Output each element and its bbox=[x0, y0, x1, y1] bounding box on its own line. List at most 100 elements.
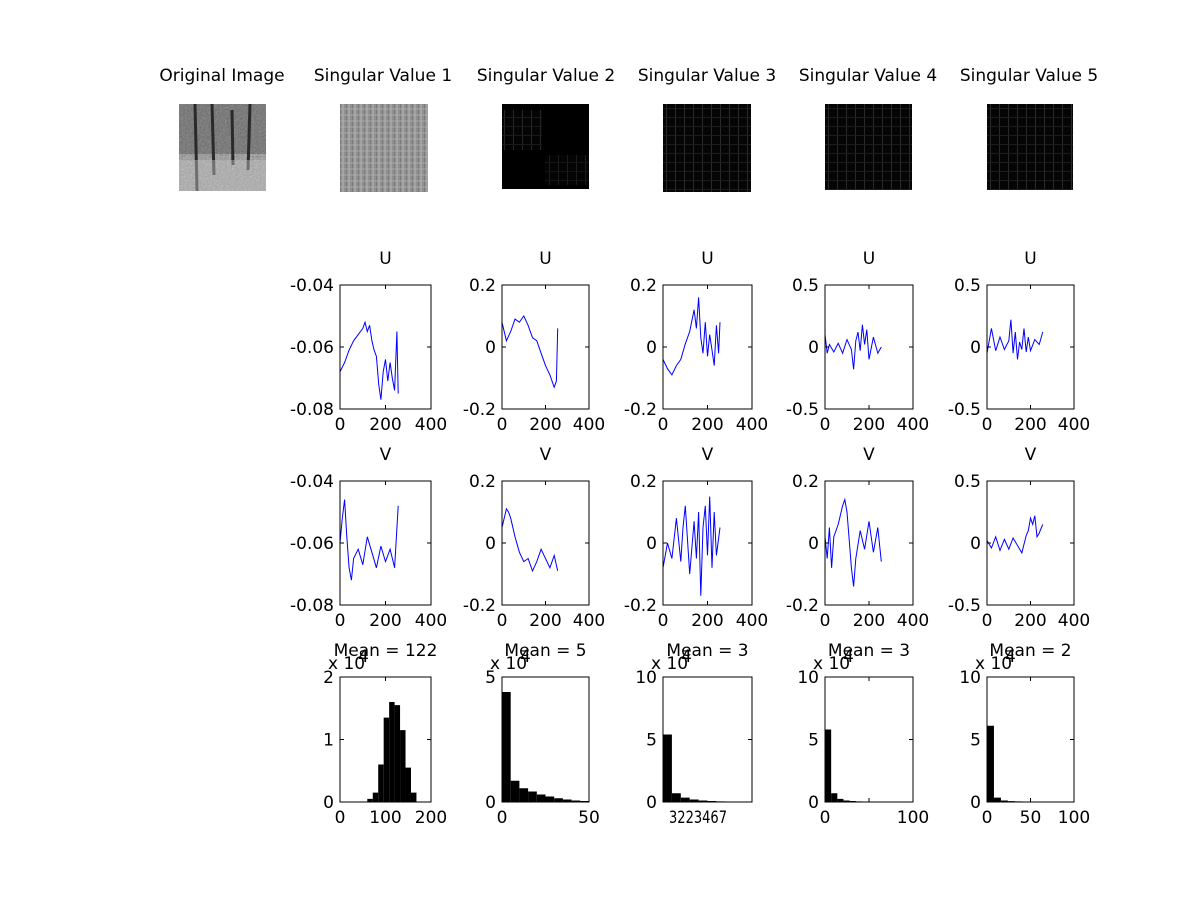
histogram-bar bbox=[562, 799, 572, 802]
chart-3: U-0.200.20 200 400 bbox=[624, 249, 768, 435]
exponent-label: x 10 bbox=[490, 654, 527, 674]
x-tick-label: 400 bbox=[573, 611, 605, 631]
image-title-sv5: Singular Value 5 bbox=[959, 66, 1099, 86]
x-tick-label: 0 bbox=[820, 415, 831, 435]
y-tick-label: 10 bbox=[959, 668, 981, 688]
series-line bbox=[824, 324, 882, 370]
histogram-bar bbox=[993, 797, 1001, 802]
chart-2: U-0.200.20 200 400 bbox=[463, 249, 605, 435]
x-tick-label: 400 bbox=[415, 415, 447, 435]
image-title-sv4: Singular Value 4 bbox=[798, 66, 938, 86]
series-line bbox=[339, 320, 399, 400]
series-line bbox=[501, 507, 559, 573]
histogram-bar bbox=[663, 734, 672, 802]
y-tick-label: 0.2 bbox=[630, 276, 657, 296]
x-tick-label: 200 bbox=[853, 415, 885, 435]
exponent-value: 4 bbox=[520, 647, 531, 667]
x-tick-label: 200 bbox=[415, 808, 447, 828]
x-tick-label: 0 bbox=[982, 415, 993, 435]
x-tick-label: 200 bbox=[529, 415, 561, 435]
image-singular-value-3 bbox=[663, 104, 751, 192]
histogram-bar bbox=[671, 793, 681, 802]
chart-4: U-0.500.50 200 400 bbox=[786, 249, 929, 435]
x-tick-label: 200 bbox=[529, 611, 561, 631]
axes-box bbox=[824, 284, 914, 410]
y-tick-label: 0 bbox=[646, 793, 657, 813]
axes-box bbox=[501, 284, 590, 410]
x-tick-label: 400 bbox=[736, 415, 768, 435]
x-tick-label: 400 bbox=[415, 611, 447, 631]
y-tick-label: 5 bbox=[646, 731, 657, 751]
image-singular-value-4 bbox=[825, 104, 912, 190]
chart-title: V bbox=[1025, 445, 1037, 465]
y-tick-label: 0 bbox=[485, 534, 496, 554]
chart-6: V -0.08 -0.06 -0.04 0 200 400 bbox=[290, 445, 447, 631]
chart-title: Mean = 122 bbox=[334, 641, 438, 661]
image-title-original: Original Image bbox=[159, 66, 285, 86]
x-tick-label: 400 bbox=[897, 415, 929, 435]
axes-box bbox=[339, 284, 432, 410]
chart-title: V bbox=[863, 445, 875, 465]
y-tick-label: 0 bbox=[970, 534, 981, 554]
y-tick-label: -0.2 bbox=[624, 596, 657, 616]
histogram-bar bbox=[510, 780, 520, 802]
chart-title: U bbox=[1024, 249, 1036, 269]
histogram-bar bbox=[372, 792, 379, 802]
y-tick-label: 0 bbox=[970, 793, 981, 813]
x-tick-label: 0 bbox=[335, 415, 346, 435]
image-title-sv3: Singular Value 3 bbox=[637, 66, 777, 86]
histogram-bar bbox=[554, 798, 563, 802]
chart-title: Mean = 2 bbox=[989, 641, 1071, 661]
x-tick-label: 100 bbox=[897, 808, 929, 828]
y-tick-label: -0.04 bbox=[290, 472, 334, 492]
x-tick-label: 0 bbox=[658, 611, 669, 631]
exponent-label: x 10 bbox=[813, 654, 850, 674]
x-tick-label: 0 bbox=[982, 808, 993, 828]
series-line bbox=[986, 515, 1044, 555]
x-tick-label: 0 bbox=[820, 611, 831, 631]
chart-8: V-0.200.20 200 400 bbox=[624, 445, 768, 631]
y-tick-label: 0 bbox=[808, 338, 819, 358]
histogram-bar bbox=[389, 702, 395, 802]
x-tick-label: 0 bbox=[335, 808, 346, 828]
chart-title: Mean = 3 bbox=[666, 641, 748, 661]
x-tick-label: 100 bbox=[369, 808, 401, 828]
image-singular-value-5 bbox=[987, 104, 1073, 190]
axes-box bbox=[986, 480, 1075, 606]
histogram-bar bbox=[698, 800, 708, 802]
y-tick-label: 0.2 bbox=[469, 472, 496, 492]
chart-title: V bbox=[540, 445, 552, 465]
axes-box bbox=[501, 480, 590, 606]
series-line bbox=[662, 297, 721, 376]
histogram-bar bbox=[536, 794, 546, 802]
y-tick-label: 1 bbox=[323, 731, 334, 751]
x-tick-label: 0 bbox=[820, 808, 831, 828]
y-tick-label: -0.04 bbox=[290, 276, 334, 296]
y-tick-label: 0.2 bbox=[469, 276, 496, 296]
chart-9: V-0.200.20 200 400 bbox=[786, 445, 929, 631]
chart-13: Mean = 3x 104 0 5 10 3223467 bbox=[635, 641, 753, 828]
image-title-sv1: Singular Value 1 bbox=[313, 66, 453, 86]
axes-box bbox=[986, 284, 1075, 410]
histogram-bar bbox=[378, 764, 384, 802]
histogram-bar bbox=[837, 798, 844, 802]
x-tick-label: 200 bbox=[369, 611, 401, 631]
x-tick-label: 400 bbox=[1058, 611, 1090, 631]
x-tick-label-overlapping: 3223467 bbox=[669, 808, 727, 828]
x-tick-label: 0 bbox=[497, 808, 508, 828]
axes-box bbox=[339, 480, 432, 606]
series-line bbox=[662, 496, 721, 596]
exponent-value: 4 bbox=[358, 647, 369, 667]
y-tick-label: -0.08 bbox=[290, 596, 334, 616]
y-tick-label: -0.2 bbox=[786, 596, 819, 616]
histogram-bar bbox=[367, 798, 373, 802]
series-line bbox=[824, 497, 882, 587]
axes-box bbox=[662, 676, 753, 803]
x-tick-label: 200 bbox=[691, 611, 723, 631]
y-tick-label: 10 bbox=[635, 668, 657, 688]
y-tick-label: -0.5 bbox=[948, 400, 981, 420]
y-tick-label: -0.06 bbox=[290, 338, 334, 358]
